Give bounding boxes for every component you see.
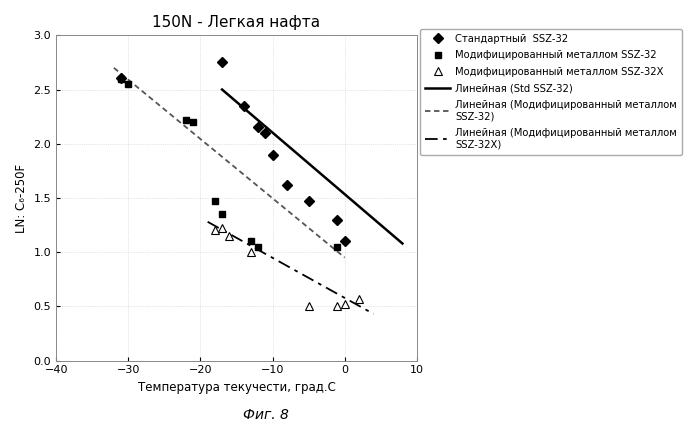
Legend: Стандартный  SSZ-32, Модифицированный металлом SSZ-32, Модифицированный металлом: Стандартный SSZ-32, Модифицированный мет… [420,29,682,155]
X-axis label: Температура текучести, град.С: Температура текучести, град.С [138,381,336,394]
Text: Фиг. 8: Фиг. 8 [243,408,289,422]
Y-axis label: LN: C₆-250F: LN: C₆-250F [15,164,28,233]
Title: 150N - Легкая нафта: 150N - Легкая нафта [152,15,321,30]
